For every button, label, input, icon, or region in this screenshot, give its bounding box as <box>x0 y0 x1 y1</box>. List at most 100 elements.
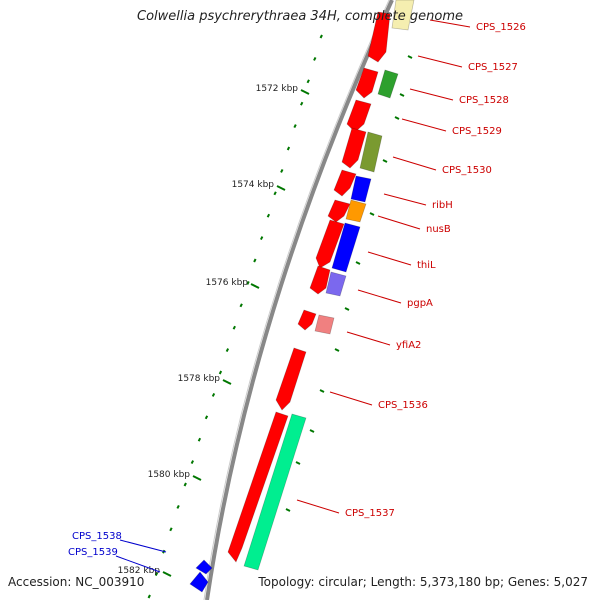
gene-features <box>189 0 415 593</box>
kbp-tick <box>300 89 310 95</box>
leader-line <box>401 118 447 132</box>
tick-dot <box>295 461 301 465</box>
kbp-label: 1576 kbp <box>206 278 249 288</box>
tick-dot <box>218 370 223 375</box>
gene-labels: CPS_1526 CPS_1527 CPS_1528 CPS_1529 CPS_1530… <box>68 19 526 573</box>
tick-dot <box>169 527 173 532</box>
leader-line <box>346 331 391 346</box>
tick-dot <box>306 79 310 84</box>
kbp-label: 1574 kbp <box>232 180 275 190</box>
backbone-line <box>205 0 394 600</box>
gene-label-cps_1539: CPS_1539 <box>68 547 118 558</box>
tick-dot <box>313 56 317 61</box>
tick-dot <box>394 116 400 120</box>
tick-dot <box>407 55 413 59</box>
gene-block <box>331 222 361 273</box>
tick-dot <box>232 325 236 330</box>
gene-arrow <box>189 571 209 593</box>
gene-label-cps_1527: CPS_1527 <box>468 62 518 73</box>
leader-line <box>115 555 161 573</box>
gene-block <box>391 0 415 31</box>
tick-dot <box>285 508 291 512</box>
tick-dot <box>197 437 202 442</box>
leader-line <box>119 539 167 553</box>
tick-dot <box>355 261 361 265</box>
gene-label-thil: thiL <box>417 260 436 271</box>
genome-backbone <box>203 0 394 600</box>
kbp-label: 1578 kbp <box>178 374 221 384</box>
tick-dot <box>334 348 340 352</box>
tick-dot <box>183 482 187 487</box>
gene-arrow <box>309 265 331 295</box>
gene-arrow <box>315 219 345 269</box>
leader-line <box>329 391 373 406</box>
kbp-label: 1580 kbp <box>148 470 191 480</box>
map-title: Colwellia psychrerythraea 34H, complete … <box>137 9 463 24</box>
gene-label-nusb: nusB <box>426 224 451 235</box>
kbp-tick <box>162 571 172 577</box>
gene-arrow <box>327 199 351 223</box>
gene-arrow <box>367 11 391 63</box>
tick-dot <box>382 159 388 163</box>
gene-block <box>345 199 367 223</box>
kbp-label: 1582 kbp <box>118 566 161 576</box>
gene-arrow <box>227 411 289 563</box>
tick-marks: 1572 kbp 1574 kbp 1576 kbp 1578 kbp 1580 kbp… <box>118 34 413 599</box>
tick-dot <box>293 124 297 129</box>
tick-dot <box>225 348 230 353</box>
leader-line <box>377 215 421 230</box>
gene-label-cps_1536: CPS_1536 <box>378 400 428 411</box>
gene-label-cps_1538: CPS_1538 <box>72 531 122 542</box>
gene-block <box>359 131 383 173</box>
gene-label-cps_1530: CPS_1530 <box>442 165 492 176</box>
tick-dot <box>399 93 405 97</box>
tick-dot <box>154 572 159 577</box>
leader-line <box>392 156 437 171</box>
leader-line <box>357 289 402 304</box>
accession-text: Accession: NC_003910 <box>8 575 145 589</box>
gene-arrow <box>195 559 213 575</box>
gene-arrow <box>341 127 367 169</box>
tick-dot <box>344 307 350 311</box>
gene-arrow <box>275 347 307 411</box>
gene-arrow <box>333 169 357 197</box>
gene-label-yfia2: yfiA2 <box>396 340 421 351</box>
gene-label-cps_1537: CPS_1537 <box>345 508 395 519</box>
tick-dot <box>239 303 243 308</box>
kbp-label: 1572 kbp <box>256 84 299 94</box>
tick-dot <box>286 146 291 151</box>
gene-label-cps_1528: CPS_1528 <box>459 95 509 106</box>
gene-block <box>377 69 399 99</box>
tick-dot <box>319 34 323 39</box>
tick-dot <box>319 389 325 393</box>
kbp-tick <box>222 379 232 385</box>
tick-dot <box>147 594 151 599</box>
gene-block <box>243 413 307 571</box>
gene-arrow <box>346 99 372 133</box>
leader-line <box>429 19 471 28</box>
tick-dot <box>211 392 216 397</box>
tick-dot <box>176 504 180 509</box>
tick-dot <box>259 236 264 241</box>
tick-dot <box>190 460 194 465</box>
tick-dot <box>300 101 304 106</box>
kbp-tick <box>250 283 260 289</box>
gene-arrow <box>297 309 317 331</box>
leader-line <box>409 88 454 101</box>
backbone-shadow <box>203 0 390 600</box>
gene-block <box>350 175 372 203</box>
topology-text: Topology: circular; Length: 5,373,180 bp… <box>258 575 588 589</box>
leader-line <box>383 193 427 206</box>
gene-block <box>314 314 335 335</box>
gene-label-cps_1526: CPS_1526 <box>476 22 526 33</box>
kbp-tick <box>192 475 202 481</box>
gene-label-cps_1529: CPS_1529 <box>452 126 502 137</box>
gene-label-pgpa: pgpA <box>407 298 433 309</box>
tick-dot <box>246 280 250 285</box>
tick-dot <box>253 258 257 263</box>
tick-dot <box>204 415 209 420</box>
leader-line <box>417 55 463 68</box>
tick-dot <box>369 212 375 216</box>
kbp-tick <box>276 185 286 191</box>
